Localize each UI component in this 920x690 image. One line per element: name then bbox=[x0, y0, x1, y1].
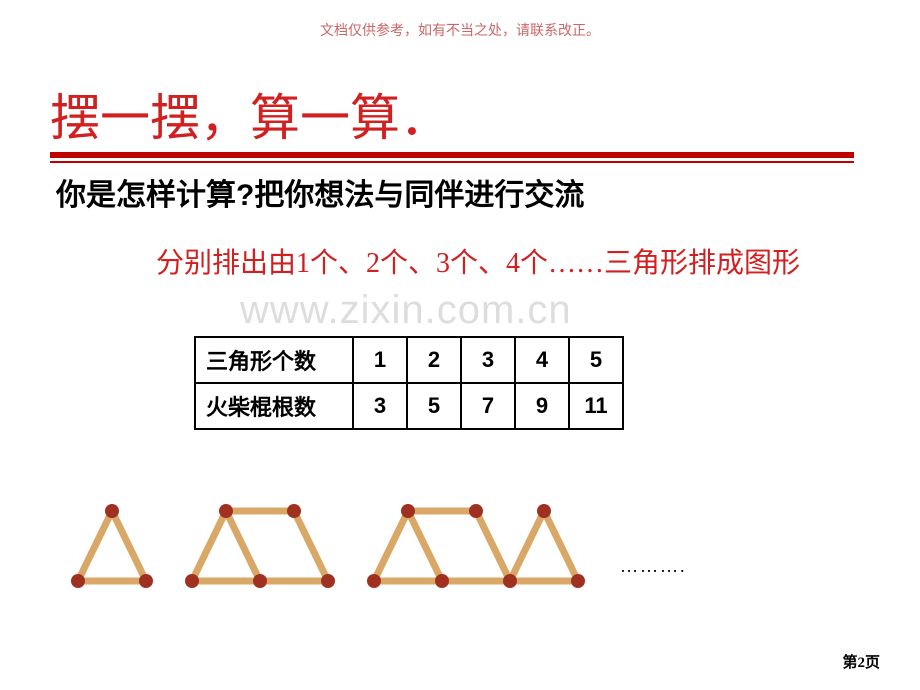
instruction-text: 分别排出由1个、2个、3个、4个……三角形排成图形 bbox=[156, 248, 800, 279]
data-table: 三角形个数 1 2 3 4 5 火柴棍根数 3 5 7 9 11 bbox=[194, 336, 624, 430]
row1-label: 三角形个数 bbox=[195, 337, 353, 383]
triangle-icon bbox=[180, 499, 340, 589]
count-cell: 5 bbox=[569, 337, 623, 383]
subtitle: 你是怎样计算?把你想法与同伴进行交流 bbox=[56, 170, 584, 214]
table-row: 火柴棍根数 3 5 7 9 11 bbox=[195, 383, 623, 429]
stick-cell: 7 bbox=[461, 383, 515, 429]
figure-3-triangles bbox=[358, 495, 594, 596]
figure-2-triangles bbox=[176, 495, 344, 596]
data-table-wrap: 三角形个数 1 2 3 4 5 火柴棍根数 3 5 7 9 11 bbox=[194, 336, 624, 430]
count-cell: 2 bbox=[407, 337, 461, 383]
stick-cell: 9 bbox=[515, 383, 569, 429]
stick-cell: 5 bbox=[407, 383, 461, 429]
figure-1-triangle bbox=[62, 495, 162, 596]
instruction: 分别排出由1个、2个、3个、4个……三角形排成图形 bbox=[72, 245, 872, 283]
count-cell: 4 bbox=[515, 337, 569, 383]
stick-cell: 11 bbox=[569, 383, 623, 429]
figures-ellipsis: ………. bbox=[620, 556, 687, 577]
page-title: 摆一摆，算一算． bbox=[50, 78, 854, 150]
instruction-indent bbox=[72, 248, 156, 279]
triangle-icon bbox=[66, 499, 158, 589]
slide-page: 文档仅供参考，如有不当之处，请联系改正。 摆一摆，算一算． 你是怎样计算?把你想… bbox=[0, 0, 920, 690]
stick-cell: 3 bbox=[353, 383, 407, 429]
header-note: 文档仅供参考，如有不当之处，请联系改正。 bbox=[0, 20, 920, 40]
count-cell: 3 bbox=[461, 337, 515, 383]
row2-label: 火柴棍根数 bbox=[195, 383, 353, 429]
watermark: www.zixin.com.cn bbox=[240, 288, 572, 333]
title-rule-thin bbox=[50, 161, 854, 163]
table-row: 三角形个数 1 2 3 4 5 bbox=[195, 337, 623, 383]
figures-row bbox=[62, 495, 594, 596]
count-cell: 1 bbox=[353, 337, 407, 383]
header-note-text: 文档仅供参考，如有不当之处，请联系改正。 bbox=[320, 24, 600, 39]
title-block: 摆一摆，算一算． bbox=[50, 78, 854, 163]
title-rule-thick bbox=[50, 152, 854, 158]
page-number: 第2页 bbox=[842, 651, 880, 672]
triangle-icon bbox=[362, 499, 590, 589]
